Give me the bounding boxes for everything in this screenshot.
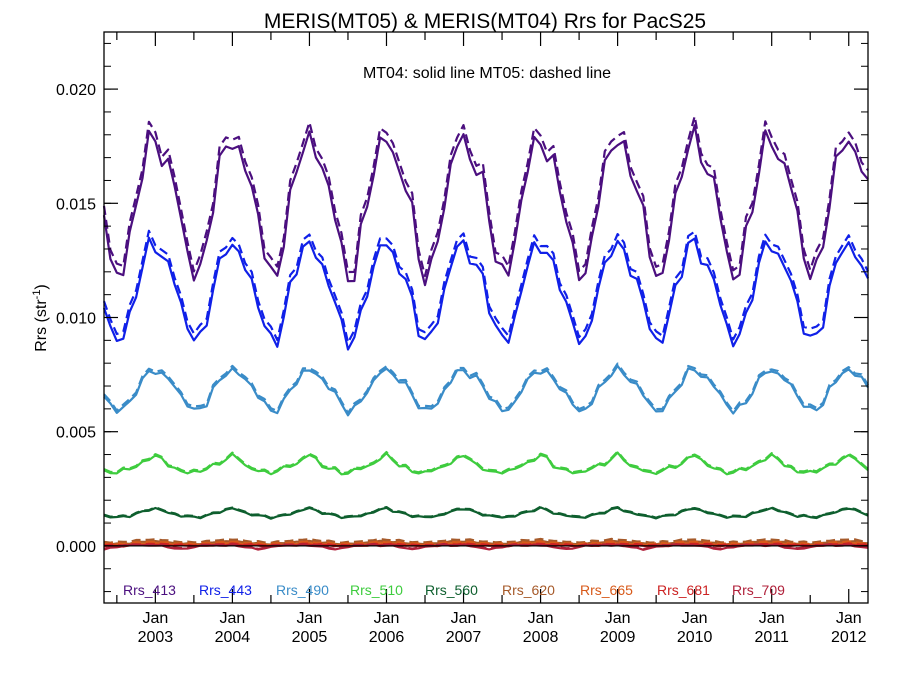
x-tick-year: 2011 [754, 629, 789, 646]
series-Rrs_560-mt05 [103, 505, 869, 520]
x-tick-month: Jan [836, 610, 862, 627]
y-tick-label: 0.000 [56, 539, 96, 556]
x-tick-month: Jan [451, 610, 477, 627]
series-Rrs_413-mt04 [102, 124, 869, 287]
y-axis-label-end: ) [33, 284, 50, 289]
x-tick-month: Jan [142, 610, 168, 627]
y-axis-label-main: Rrs (str [33, 299, 50, 352]
chart-title: MERIS(MT05) & MERIS(MT04) Rrs for PacS25 [264, 10, 706, 33]
y-tick-label: 0.010 [56, 311, 96, 328]
series-Rrs_490-mt05 [103, 362, 869, 415]
x-tick-year: 2007 [446, 629, 482, 646]
y-axis-label: Rrs (str-1) [31, 284, 50, 352]
x-tick-month: Jan [605, 610, 631, 627]
series-Rrs_443-mt04 [102, 236, 869, 351]
legend-Rrs_490: Rrs_490 [276, 582, 329, 598]
y-tick-label: 0.020 [56, 82, 96, 99]
legend-Rrs_665: Rrs_665 [580, 582, 633, 598]
series-Rrs_413-mt05 [102, 115, 869, 278]
x-tick-month: Jan [528, 610, 554, 627]
legend-Rrs_620: Rrs_620 [502, 582, 555, 598]
series-Rrs_665-mt05 [103, 540, 869, 546]
x-tick-year: 2010 [677, 629, 713, 646]
y-tick-label: 0.005 [56, 425, 96, 442]
x-tick-year: 2004 [215, 629, 251, 646]
x-tick-month: Jan [220, 610, 246, 627]
legend: Rrs_413 Rrs_443 Rrs_490 Rrs_510 Rrs_560 Rrs_6… [123, 582, 785, 598]
legend-Rrs_709: Rrs_709 [732, 582, 785, 598]
legend-Rrs_510: Rrs_510 [350, 582, 403, 598]
legend-Rrs_443: Rrs_443 [199, 582, 252, 598]
x-tick-month: Jan [374, 610, 400, 627]
y-axis: 0.000 0.005 0.010 0.015 0.020 [56, 42, 868, 593]
line-style-note: MT04: solid line MT05: dashed line [363, 65, 611, 82]
series-Rrs_510-mt05 [103, 450, 869, 475]
x-tick-year: 2008 [523, 629, 559, 646]
x-tick-year: 2003 [138, 629, 174, 646]
x-axis: Jan 2003 Jan 2004 Jan 2005 Jan 2006 Jan 2007 Jan 20… [116, 32, 867, 646]
series-Rrs_490-mt04 [103, 364, 869, 417]
series-Rrs_709-mt05 [103, 542, 869, 551]
legend-Rrs_413: Rrs_413 [123, 582, 176, 598]
x-tick-year: 2005 [292, 629, 328, 646]
legend-Rrs_560: Rrs_560 [425, 582, 478, 598]
x-tick-month: Jan [297, 610, 323, 627]
x-tick-year: 2012 [831, 629, 867, 646]
series-layer [102, 115, 869, 551]
legend-Rrs_681: Rrs_681 [657, 582, 710, 598]
x-tick-year: 2009 [600, 629, 636, 646]
x-tick-year: 2006 [369, 629, 405, 646]
x-tick-month: Jan [759, 610, 785, 627]
x-tick-month: Jan [682, 610, 708, 627]
plot-frame [103, 31, 869, 604]
y-axis-label-sup: -1 [31, 290, 43, 300]
series-Rrs_443-mt05 [102, 229, 869, 344]
y-tick-label: 0.015 [56, 196, 96, 213]
series-Rrs_620-mt05 [103, 537, 869, 544]
